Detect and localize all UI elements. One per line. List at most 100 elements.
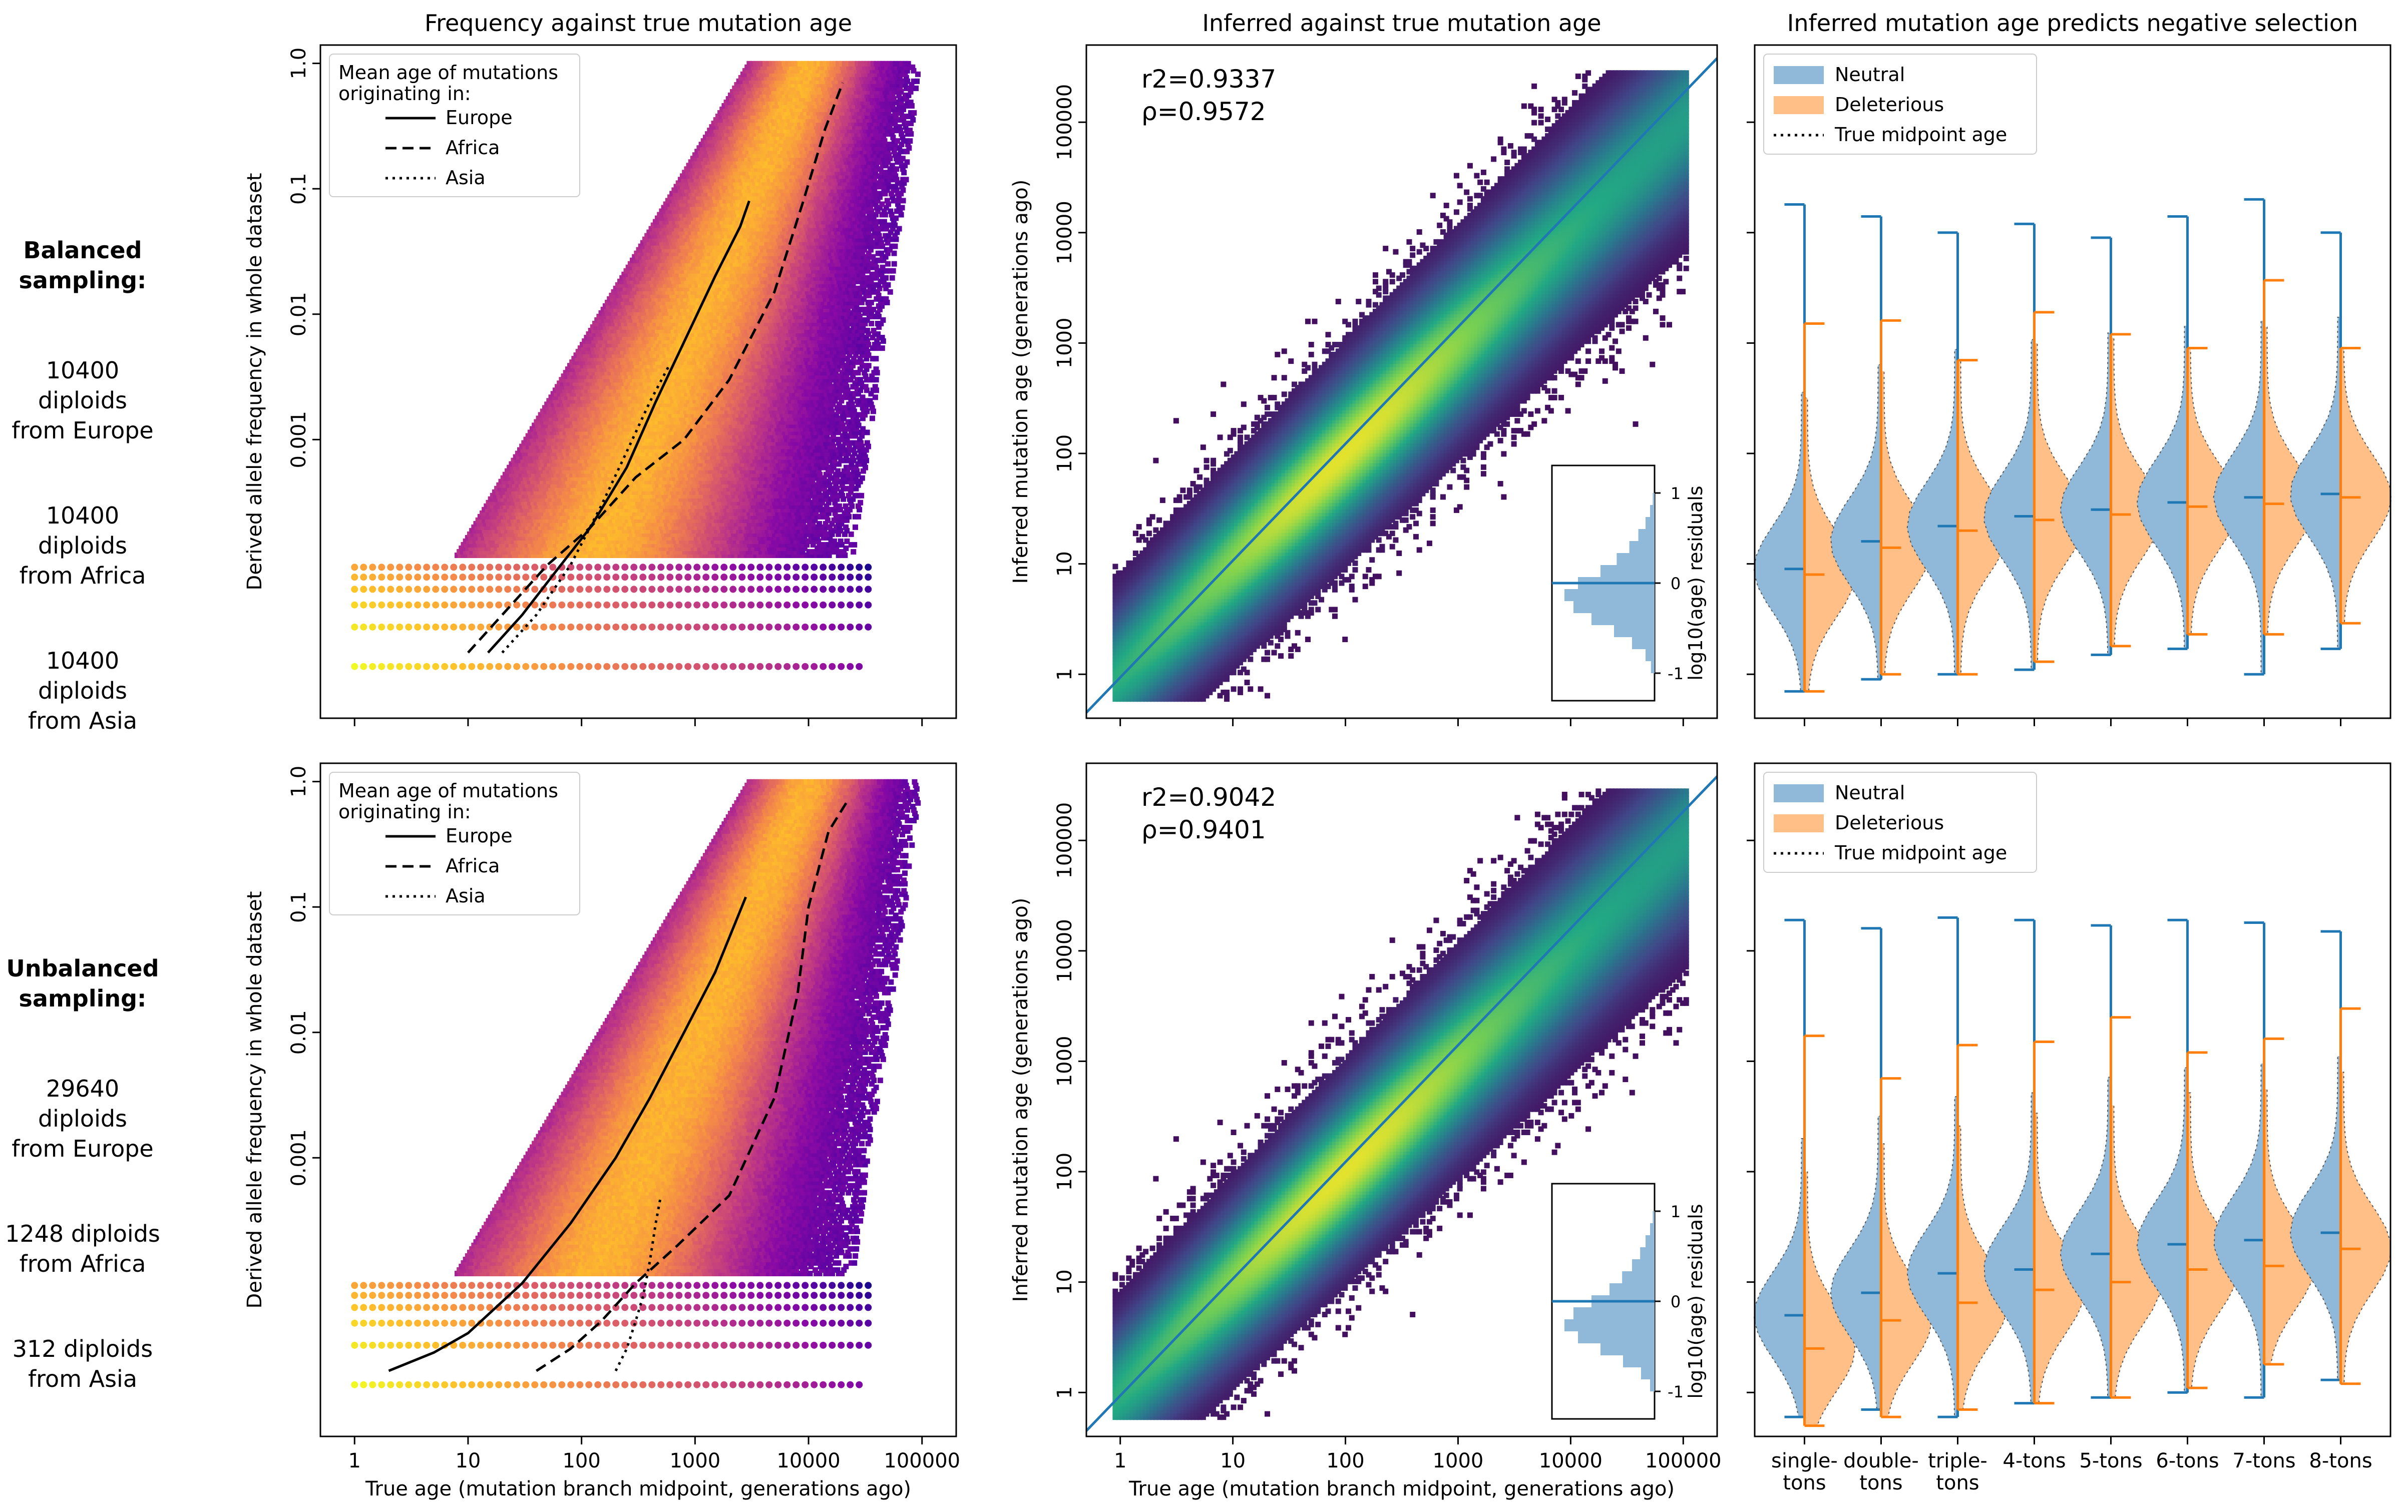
hexbin-cell xyxy=(765,564,773,571)
hexbin-cell xyxy=(717,517,723,523)
hexbin-cell xyxy=(817,553,823,559)
hexbin-cell xyxy=(486,521,492,527)
hexbin-cell xyxy=(540,564,548,571)
hexbin-cell xyxy=(617,524,623,530)
hexbin-cell xyxy=(585,553,591,559)
hexbin-cell xyxy=(620,514,626,520)
hexbin-cell xyxy=(648,521,654,527)
hexbin-cell xyxy=(544,545,550,551)
hexbin-cell xyxy=(696,524,702,530)
hexbin-cell xyxy=(604,542,610,548)
hexbin-cell xyxy=(802,517,809,523)
hexbin-cell xyxy=(635,510,641,516)
hexbin-cell xyxy=(752,528,758,534)
hexbin-cell xyxy=(762,553,768,559)
hexbin-cell xyxy=(663,549,669,555)
hexbin-cell xyxy=(423,586,431,593)
hexbin-cell xyxy=(712,524,718,530)
hexbin-cell xyxy=(493,535,499,541)
hexbin-cell xyxy=(763,545,769,551)
hexbin-cell xyxy=(651,553,657,559)
hexbin-cell xyxy=(736,517,742,523)
hexbin-cell xyxy=(687,524,693,530)
hexbin-cell xyxy=(693,601,701,609)
hexbin-cell xyxy=(450,663,458,670)
hexbin-cell xyxy=(611,545,617,551)
hexbin-cell xyxy=(838,574,845,581)
hexbin-cell xyxy=(536,517,542,523)
hexbin-cell xyxy=(842,531,848,537)
hexbin-cell xyxy=(557,524,563,530)
hexbin-cell xyxy=(585,586,593,593)
hexbin-cell xyxy=(594,542,600,548)
hexbin-cell xyxy=(648,553,654,559)
hexbin-cell xyxy=(650,538,656,544)
hexbin-cell xyxy=(793,538,799,544)
hexbin-cell xyxy=(495,521,501,527)
hexbin-cell xyxy=(529,538,535,544)
hexbin-cell xyxy=(660,549,666,555)
hexbin-cell xyxy=(597,542,603,548)
hexbin-cell xyxy=(562,510,568,516)
hexbin-cell xyxy=(865,564,872,571)
hexbin-cell xyxy=(574,528,580,534)
hexbin-cell xyxy=(472,538,478,544)
hexbin-cell xyxy=(814,553,820,559)
hexbin-cell xyxy=(765,521,771,527)
hexbin-cell xyxy=(698,528,704,534)
hexbin-cell xyxy=(610,510,616,516)
hexbin-cell xyxy=(351,564,358,571)
hexbin-cell xyxy=(738,564,746,571)
hexbin-cell xyxy=(789,524,795,530)
hexbin-cell xyxy=(640,545,646,551)
hexbin-cell xyxy=(764,517,770,523)
hexbin-cell xyxy=(539,538,545,544)
hexbin-cell xyxy=(736,538,742,544)
hexbin-cell xyxy=(647,538,653,544)
hexbin-cell xyxy=(720,549,726,555)
hexbin-cell xyxy=(781,510,787,516)
hexbin-cell xyxy=(601,514,607,520)
hexbin-cell xyxy=(459,623,467,631)
hexbin-cell xyxy=(532,535,538,541)
hexbin-cell xyxy=(853,524,859,530)
hexbin-cell xyxy=(781,542,787,548)
hexbin-cell xyxy=(667,521,673,527)
hexbin-cell xyxy=(722,514,728,520)
hexbin-cell xyxy=(578,510,584,516)
hexbin-cell xyxy=(502,542,508,548)
hexbin-cell xyxy=(621,623,629,631)
hexbin-cell xyxy=(531,553,537,559)
hexbin-cell xyxy=(824,514,830,520)
hexbin-cell xyxy=(695,510,701,516)
hexbin-cell xyxy=(608,514,614,520)
hexbin-cell xyxy=(541,524,547,530)
hexbin-cell xyxy=(605,517,611,523)
hexbin-cell xyxy=(639,514,645,520)
hexbin-cell xyxy=(636,514,642,520)
hexbin-cell xyxy=(585,514,591,520)
hexbin-cell xyxy=(774,586,782,593)
hexbin-cell xyxy=(696,531,702,537)
hexbin-cell xyxy=(697,535,703,541)
hexbin-cell xyxy=(750,553,756,559)
hexbin-cell xyxy=(842,553,848,559)
hexbin-cell xyxy=(736,549,742,555)
hexbin-cell xyxy=(477,564,485,571)
hexbin-cell xyxy=(457,549,463,555)
hexbin-cell xyxy=(800,553,807,559)
hexbin-cell xyxy=(545,538,551,544)
hexbin-cell xyxy=(780,538,786,544)
hexbin-cell xyxy=(653,549,659,555)
hexbin-cell xyxy=(501,549,507,555)
hexbin-cell xyxy=(641,510,647,516)
hexbin-cell xyxy=(772,542,778,548)
hexbin-cell xyxy=(822,528,828,534)
hexbin-cell xyxy=(791,531,797,537)
hexbin-cell xyxy=(595,524,601,530)
hexbin-cell xyxy=(575,521,581,527)
hexbin-cell xyxy=(775,521,781,527)
hexbin-cell xyxy=(520,517,526,523)
hexbin-cell xyxy=(651,542,657,548)
